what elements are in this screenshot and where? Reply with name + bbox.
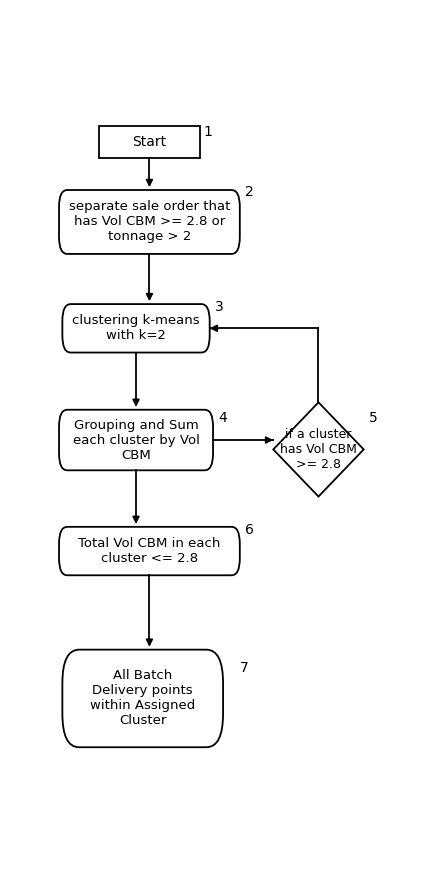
- Text: Grouping and Sum
each cluster by Vol
CBM: Grouping and Sum each cluster by Vol CBM: [73, 419, 200, 461]
- Text: 7: 7: [240, 661, 248, 675]
- Text: Start: Start: [132, 135, 166, 149]
- Text: Total Vol CBM in each
cluster <= 2.8: Total Vol CBM in each cluster <= 2.8: [78, 537, 221, 565]
- Text: clustering k-means
with k=2: clustering k-means with k=2: [72, 315, 200, 343]
- FancyBboxPatch shape: [59, 190, 240, 254]
- FancyBboxPatch shape: [59, 410, 213, 470]
- Text: 5: 5: [368, 411, 378, 425]
- Polygon shape: [273, 402, 364, 496]
- Text: 3: 3: [215, 300, 223, 314]
- FancyBboxPatch shape: [99, 126, 200, 158]
- Text: 1: 1: [203, 125, 212, 139]
- Text: 4: 4: [218, 411, 227, 425]
- Text: separate sale order that
has Vol CBM >= 2.8 or
tonnage > 2: separate sale order that has Vol CBM >= …: [69, 200, 230, 244]
- FancyBboxPatch shape: [62, 649, 223, 747]
- Text: 6: 6: [245, 524, 254, 538]
- FancyBboxPatch shape: [62, 304, 210, 352]
- Text: if a cluster
has Vol CBM
>= 2.8: if a cluster has Vol CBM >= 2.8: [280, 428, 357, 471]
- Text: All Batch
Delivery points
within Assigned
Cluster: All Batch Delivery points within Assigne…: [90, 669, 195, 727]
- Text: 2: 2: [245, 184, 254, 198]
- FancyBboxPatch shape: [59, 527, 240, 575]
